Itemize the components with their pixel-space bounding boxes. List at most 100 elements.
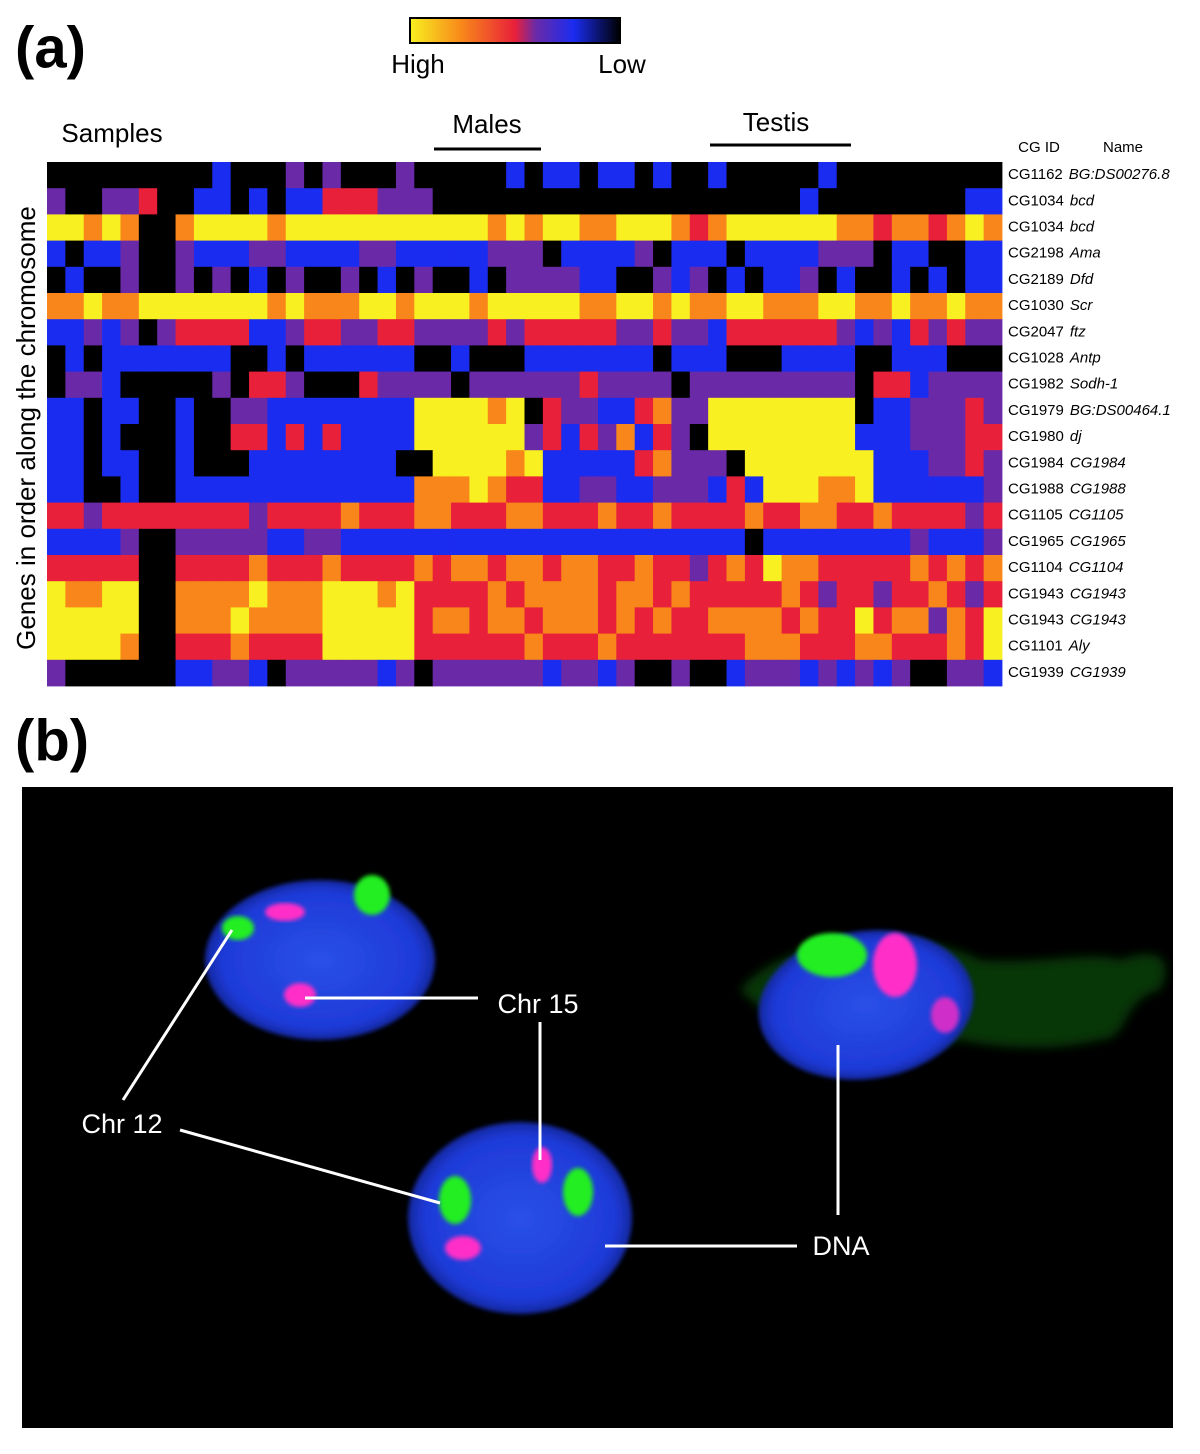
heatmap-cell [65,162,85,189]
heatmap-cell [120,319,140,346]
heatmap-cell [634,633,654,661]
heatmap-cell [487,502,507,530]
heatmap-cell [102,162,121,189]
heatmap-cell [653,450,672,477]
heatmap-cell [781,450,801,477]
heatmap-cell [469,397,489,425]
heatmap-cell [818,266,838,294]
heatmap-cell [322,214,342,241]
heatmap-cell [175,214,195,241]
heatmap-cell [83,555,103,582]
heatmap-cell [744,240,764,268]
heatmap-cell [451,555,470,582]
heatmap-cell [120,581,140,608]
gene-name: Sodh-1 [1070,376,1118,393]
heatmap-cell [47,293,66,320]
heatmap-cell [524,607,544,634]
heatmap-cell [634,214,654,241]
gene-name: CG1984 [1070,454,1126,471]
heatmap-cell [451,345,470,372]
heatmap-cell [597,659,617,687]
heatmap-cell [542,266,562,294]
gene-label: CG1101 Aly [1008,638,1091,655]
heatmap-cell [653,240,672,268]
heatmap-cell [432,659,452,687]
heatmap-cell [267,450,287,477]
heatmap-cell [616,397,636,425]
heatmap-cell [322,162,342,189]
heatmap-cell [744,659,764,687]
heatmap-cell [726,633,746,661]
heatmap-cell [836,659,856,687]
heatmap-cell [506,528,525,556]
heatmap-cell [726,266,746,294]
heatmap-cell [193,633,213,661]
heatmap-cell [836,450,856,477]
heatmap-cell [799,476,819,503]
heatmap-cell [212,319,232,346]
heatmap-cell [414,240,434,268]
heatmap-cell [506,424,525,451]
heatmap-cell [781,476,801,503]
heatmap-cell [212,240,232,268]
heatmap-cell [946,555,966,582]
heatmap-cell [561,162,580,189]
heatmap-cell [249,581,268,608]
heatmap-cell [230,607,250,634]
heatmap-cell [671,659,691,687]
heatmap-cell [597,528,617,556]
heatmap-cell [910,188,929,215]
heatmap-cell [836,162,856,189]
heatmap-cell [634,555,654,582]
heatmap-cell [836,476,856,503]
heatmap-cell [377,476,397,503]
heatmap-cell [855,581,874,608]
heatmap-cell [377,450,397,477]
heatmap-cell [414,397,434,425]
gene-name: dj [1070,428,1082,445]
heatmap-cell [597,581,617,608]
annotation: Chr 12 [81,1109,162,1139]
gene-name: bcd [1070,192,1095,209]
heatmap-cell [157,607,176,634]
heatmap-cell [524,659,544,687]
heatmap-cell [157,633,176,661]
heatmap-cell [873,266,893,294]
heatmap-cell [157,397,176,425]
heatmap-cell [781,607,801,634]
heatmap-cell [763,162,783,189]
heatmap-cell [285,397,305,425]
heatmap-cell [340,450,360,477]
gene-id: CG1104 [1008,559,1063,576]
heatmap-cell [597,240,617,268]
heatmap-cell [634,188,654,215]
heatmap-cell [304,607,323,634]
heatmap-cell [561,397,580,425]
heatmap-cell [542,397,562,425]
heatmap-cell [836,633,856,661]
heatmap-cell [193,162,213,189]
heatmap-cell [304,240,323,268]
heatmap-cell [193,214,213,241]
heatmap-cell [653,528,672,556]
heatmap-cell [83,581,103,608]
heatmap-cell [47,266,66,294]
heatmap-cell [340,293,360,320]
heatmap-cell [561,345,580,372]
heatmap-cell [432,214,452,241]
heatmap-cell [928,371,948,399]
heatmap-cell [249,502,268,530]
heatmap-cell [597,162,617,189]
heatmap-cell [891,581,911,608]
heatmap-cell [891,214,911,241]
heatmap-cell [763,345,783,372]
heatmap-cell [524,450,544,477]
gene-name: bcd [1070,218,1095,235]
heatmap-cell [983,607,1003,634]
heatmap-cell [653,345,672,372]
heatmap-cell [542,555,562,582]
heatmap-cell [377,319,397,346]
heatmap-cell [414,424,434,451]
heatmap-cell [267,502,287,530]
heatmap-cell [249,266,268,294]
